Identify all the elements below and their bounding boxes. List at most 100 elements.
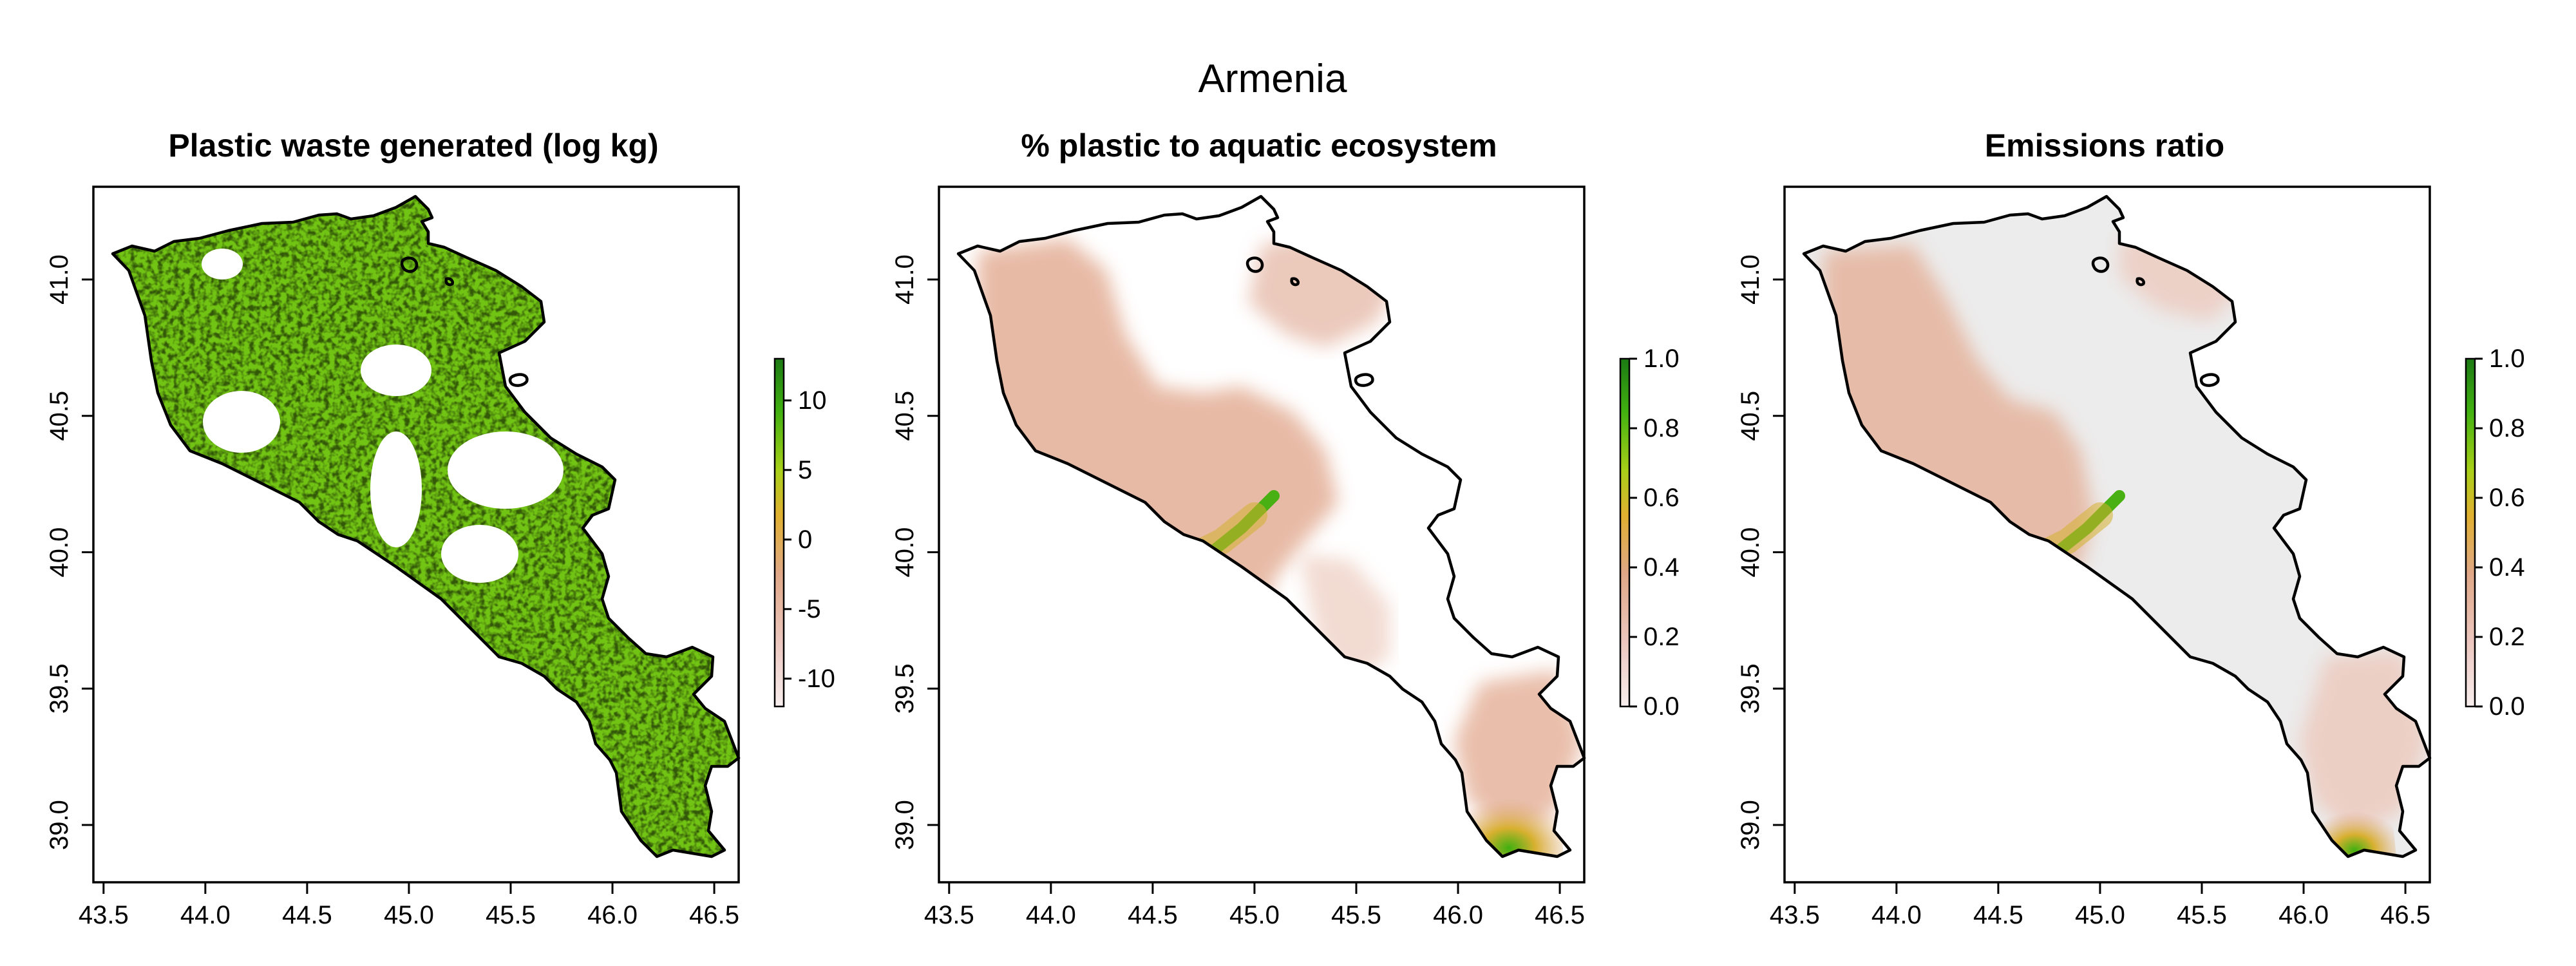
lake-border-small bbox=[444, 277, 454, 287]
panel-title: Plastic waste generated (log kg) bbox=[168, 128, 658, 164]
y-tick-label: 39.5 bbox=[1736, 663, 1765, 714]
lake-border bbox=[2091, 256, 2110, 273]
y-tick-label: 39.0 bbox=[891, 800, 919, 850]
y-tick-label: 41.0 bbox=[45, 254, 73, 305]
lake-border bbox=[1245, 256, 1264, 273]
x-tick-label: 45.5 bbox=[486, 901, 536, 929]
east-field bbox=[1300, 554, 1390, 683]
colorbar-tick-label: -10 bbox=[798, 665, 835, 693]
north-west-river bbox=[983, 398, 1014, 449]
y-tick-label: 41.0 bbox=[891, 254, 919, 305]
colorbar-tick-label: 1.0 bbox=[1643, 345, 1680, 373]
x-tick-label: 46.0 bbox=[2278, 901, 2329, 929]
y-axis: 39.0 39.5 40.0 40.5 41.0 bbox=[891, 254, 939, 850]
x-axis: 43.5 44.0 44.5 45.0 45.5 46.0 46.5 bbox=[79, 882, 739, 929]
country-border bbox=[1802, 194, 2432, 858]
lake-border-east bbox=[2199, 373, 2220, 387]
map-area bbox=[1802, 194, 2432, 858]
colorbar-bar bbox=[2465, 357, 2476, 708]
colorbar-tick-label: 0.0 bbox=[2489, 692, 2525, 721]
colorbar-tick-label: 0.8 bbox=[2489, 414, 2525, 442]
y-axis: 39.0 39.5 40.0 40.5 41.0 bbox=[45, 254, 93, 850]
colorbar-tick-label: 0.4 bbox=[2489, 553, 2525, 582]
lake-border-east bbox=[1354, 373, 1374, 387]
gap-middle bbox=[441, 525, 518, 583]
colorbar-ticks: 0.0 0.2 0.4 0.6 0.8 1.0 bbox=[2475, 345, 2525, 721]
colorbar-tick-label: 0 bbox=[798, 526, 812, 554]
colorbar-tick-label: 0.0 bbox=[1643, 692, 1680, 721]
x-tick-label: 44.0 bbox=[1026, 901, 1076, 929]
y-tick-label: 39.0 bbox=[1736, 800, 1765, 850]
colorbar-tick-label: 5 bbox=[798, 456, 812, 484]
country-border bbox=[956, 194, 1586, 858]
x-tick-label: 44.5 bbox=[1973, 901, 2023, 929]
plot-frame bbox=[1783, 185, 2431, 884]
x-axis: 43.5 44.0 44.5 45.0 45.5 46.0 46.5 bbox=[924, 882, 1585, 929]
north-west-river bbox=[1828, 398, 1860, 449]
gap-center bbox=[361, 345, 431, 396]
colorbar-tick-label: 0.8 bbox=[1643, 414, 1680, 442]
y-axis: 39.0 39.5 40.0 40.5 41.0 bbox=[1736, 254, 1785, 850]
colorbar-tick-label: 0.4 bbox=[1643, 553, 1680, 582]
figure-title: Armenia bbox=[1198, 57, 1347, 101]
x-tick-label: 44.5 bbox=[282, 901, 332, 929]
y-tick-label: 40.0 bbox=[45, 527, 73, 578]
plot-frame bbox=[938, 185, 1586, 884]
x-tick-label: 44.0 bbox=[1871, 901, 1922, 929]
white-gaps bbox=[202, 249, 564, 583]
x-tick-label: 45.0 bbox=[1229, 901, 1280, 929]
y-tick-label: 39.5 bbox=[45, 663, 73, 714]
x-tick-label: 43.5 bbox=[79, 901, 129, 929]
panel-plastic-waste: Plastic waste generated (log kg) 43.5 44.… bbox=[45, 128, 835, 929]
colorbar-tick-label: 0.6 bbox=[1643, 484, 1680, 512]
x-tick-label: 44.0 bbox=[180, 901, 231, 929]
colorbar-tick-label: -5 bbox=[798, 595, 821, 623]
colorbar-ticks: -10 -5 0 5 10 bbox=[784, 386, 835, 693]
panel-title: Emissions ratio bbox=[1985, 128, 2224, 164]
country-border bbox=[111, 194, 741, 858]
map-area bbox=[111, 194, 741, 858]
x-tick-label: 45.5 bbox=[1331, 901, 1381, 929]
y-tick-label: 40.0 bbox=[1736, 527, 1765, 578]
colorbar: -10 -5 0 5 10 bbox=[773, 357, 835, 708]
waste-speckle bbox=[113, 196, 739, 857]
south-tip-field bbox=[2313, 792, 2396, 857]
lake-border-east bbox=[508, 373, 529, 387]
colorbar-bar bbox=[773, 357, 785, 708]
x-tick-label: 46.5 bbox=[689, 901, 739, 929]
gap-sevan bbox=[448, 431, 564, 509]
colorbar-tick-label: 10 bbox=[798, 386, 827, 415]
colorbar-tick-label: 0.2 bbox=[1643, 623, 1680, 651]
colorbar-tick-label: 1.0 bbox=[2489, 345, 2525, 373]
x-tick-label: 46.5 bbox=[1535, 901, 1585, 929]
y-tick-label: 39.5 bbox=[891, 663, 919, 714]
gap-aragats bbox=[203, 391, 280, 453]
x-tick-label: 46.0 bbox=[587, 901, 638, 929]
gap-north bbox=[202, 249, 243, 279]
x-tick-label: 45.0 bbox=[2075, 901, 2125, 929]
y-tick-label: 40.5 bbox=[1736, 391, 1765, 441]
x-tick-label: 44.5 bbox=[1128, 901, 1178, 929]
y-tick-label: 40.5 bbox=[891, 391, 919, 441]
y-tick-label: 39.0 bbox=[45, 800, 73, 850]
x-tick-label: 45.5 bbox=[2177, 901, 2227, 929]
x-tick-label: 43.5 bbox=[1770, 901, 1820, 929]
lake-border bbox=[400, 256, 419, 273]
y-tick-label: 40.5 bbox=[45, 391, 73, 441]
colorbar-tick-label: 0.2 bbox=[2489, 623, 2525, 651]
value-fields bbox=[978, 232, 1583, 857]
x-tick-label: 46.5 bbox=[2380, 901, 2430, 929]
colorbar: 0.0 0.2 0.4 0.6 0.8 1.0 bbox=[1619, 345, 1680, 721]
x-tick-label: 45.0 bbox=[384, 901, 434, 929]
lake-border-small bbox=[2136, 277, 2145, 287]
x-axis: 43.5 44.0 44.5 45.0 45.5 46.0 46.5 bbox=[1770, 882, 2430, 929]
panel-aquatic-percent: % plastic to aquatic ecosystem 43.5 44.0 4… bbox=[891, 128, 1680, 929]
colorbar: 0.0 0.2 0.4 0.6 0.8 1.0 bbox=[2465, 345, 2525, 721]
colorbar-tick-label: 0.6 bbox=[2489, 484, 2525, 512]
x-tick-label: 43.5 bbox=[924, 901, 974, 929]
colorbar-bar bbox=[1619, 357, 1631, 708]
panel-title: % plastic to aquatic ecosystem bbox=[1021, 128, 1497, 164]
map-area bbox=[956, 194, 1586, 858]
x-tick-label: 46.0 bbox=[1433, 901, 1483, 929]
